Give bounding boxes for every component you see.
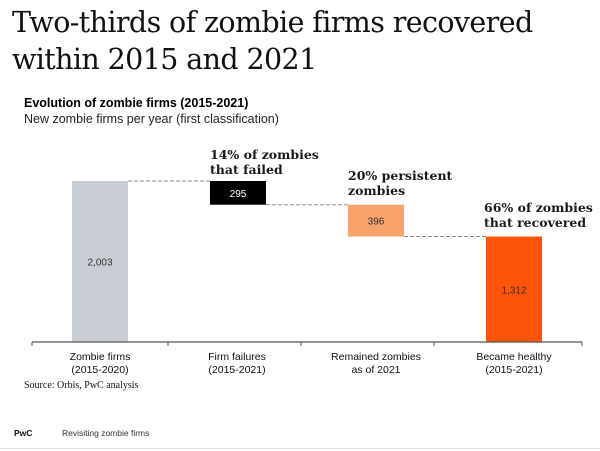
category-line: (2015-2021) bbox=[485, 363, 543, 376]
annotation-line: that recovered bbox=[484, 215, 587, 230]
annotation-recovered: 66% of zombies that recovered bbox=[484, 200, 593, 230]
bar-value-label: 396 bbox=[368, 217, 385, 228]
footer-brand: PwC bbox=[14, 428, 33, 438]
category-label: Firm failures (2015-2021) bbox=[172, 351, 302, 376]
annotation-line: that failed bbox=[210, 162, 283, 177]
bar-value-label: 295 bbox=[230, 189, 247, 200]
bar-0 bbox=[72, 181, 128, 342]
category-label: Became healthy (2015-2021) bbox=[449, 351, 579, 376]
footer-divider bbox=[0, 448, 600, 449]
annotation-line: zombies bbox=[348, 183, 406, 198]
chart-subtitle: New zombie firms per year (first classif… bbox=[24, 112, 279, 126]
page-title: Two-thirds of zombie firms recovered wit… bbox=[12, 6, 533, 76]
category-line: (2015-2021) bbox=[208, 363, 266, 376]
annotation-line: 66% of zombies bbox=[484, 200, 593, 215]
category-line: Firm failures bbox=[208, 351, 266, 363]
bar-2 bbox=[348, 204, 404, 237]
chart-title: Evolution of zombie firms (2015-2021) bbox=[24, 96, 249, 110]
category-line: Became healthy bbox=[476, 351, 552, 363]
category-line: (2015-2020) bbox=[71, 363, 129, 376]
annotation-persistent: 20% persistent zombies bbox=[348, 168, 452, 198]
source-note: Source: Orbis, PwC analysis bbox=[24, 380, 139, 391]
category-line: Zombie firms bbox=[69, 351, 131, 363]
bar-1 bbox=[210, 181, 266, 205]
footer-text: Revisiting zombie firms bbox=[62, 428, 150, 438]
annotation-line: 14% of zombies bbox=[210, 147, 319, 162]
annotation-failed: 14% of zombies that failed bbox=[210, 147, 319, 177]
bar-value-label: 2,003 bbox=[87, 258, 112, 269]
annotation-line: 20% persistent bbox=[348, 168, 453, 183]
category-line: as of 2021 bbox=[351, 363, 401, 376]
bar-value-label: 1,312 bbox=[501, 285, 526, 296]
category-label: Zombie firms (2015-2020) bbox=[35, 351, 165, 376]
category-line: Remained zombies bbox=[331, 351, 421, 363]
bar-3 bbox=[486, 236, 542, 342]
category-label: Remained zombies as of 2021 bbox=[311, 351, 441, 376]
